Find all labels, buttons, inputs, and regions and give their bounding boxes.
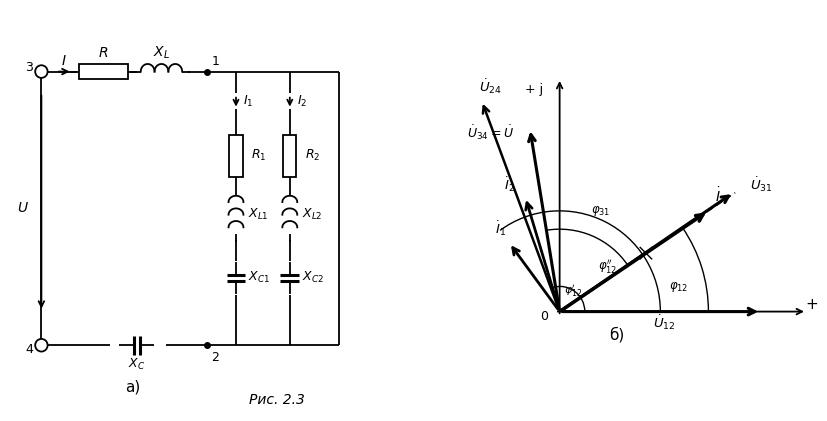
Text: $\dot{U}_{12}$: $\dot{U}_{12}$ (653, 313, 675, 332)
Text: 3: 3 (25, 61, 33, 74)
Text: $\dot{U}_{34}=\dot{U}$: $\dot{U}_{34}=\dot{U}$ (467, 123, 514, 142)
Text: $X_{C2}$: $X_{C2}$ (301, 270, 323, 285)
Text: 4: 4 (25, 343, 33, 356)
Text: $I_1$: $I_1$ (243, 93, 253, 109)
Text: а): а) (125, 380, 140, 395)
Text: $\varphi_{12}'$: $\varphi_{12}'$ (563, 282, 582, 298)
Text: $I_2$: $I_2$ (297, 93, 307, 109)
Bar (283, 135, 296, 177)
Text: Рис. 2.3: Рис. 2.3 (249, 393, 305, 407)
Text: $X_L$: $X_L$ (153, 45, 170, 61)
Text: $\varphi_{12}$: $\varphi_{12}$ (668, 280, 687, 294)
Text: 2: 2 (211, 352, 219, 364)
Text: $X_{L1}$: $X_{L1}$ (248, 207, 269, 222)
Text: $\varphi_{31}$: $\varphi_{31}$ (590, 204, 609, 218)
Text: +: + (804, 297, 817, 312)
Text: $R$: $R$ (98, 45, 108, 60)
Text: б): б) (609, 327, 624, 342)
Text: $\dot{U}_{24}$: $\dot{U}_{24}$ (479, 77, 502, 96)
Bar (79, 64, 128, 79)
Text: $\dot{U}_{31}$: $\dot{U}_{31}$ (748, 176, 772, 195)
Text: $\dot{I}_1$: $\dot{I}_1$ (494, 219, 505, 238)
Text: $\dot{I}_2$: $\dot{I}_2$ (503, 176, 514, 195)
Text: $I$: $I$ (61, 54, 67, 68)
Bar (229, 135, 242, 177)
Text: $R_1$: $R_1$ (251, 148, 266, 163)
Text: $\varphi_{12}''$: $\varphi_{12}''$ (598, 257, 617, 275)
Text: $R_2$: $R_2$ (304, 148, 320, 163)
Text: 1: 1 (211, 55, 219, 67)
Text: + j: + j (525, 83, 543, 96)
Text: $X_{C1}$: $X_{C1}$ (247, 270, 270, 285)
Text: $\dot{I}$: $\dot{I}$ (714, 186, 719, 205)
Text: $X_C$: $X_C$ (128, 357, 145, 372)
Text: $U$: $U$ (17, 201, 29, 216)
Text: 0: 0 (539, 310, 547, 322)
Text: $X_{L2}$: $X_{L2}$ (302, 207, 323, 222)
